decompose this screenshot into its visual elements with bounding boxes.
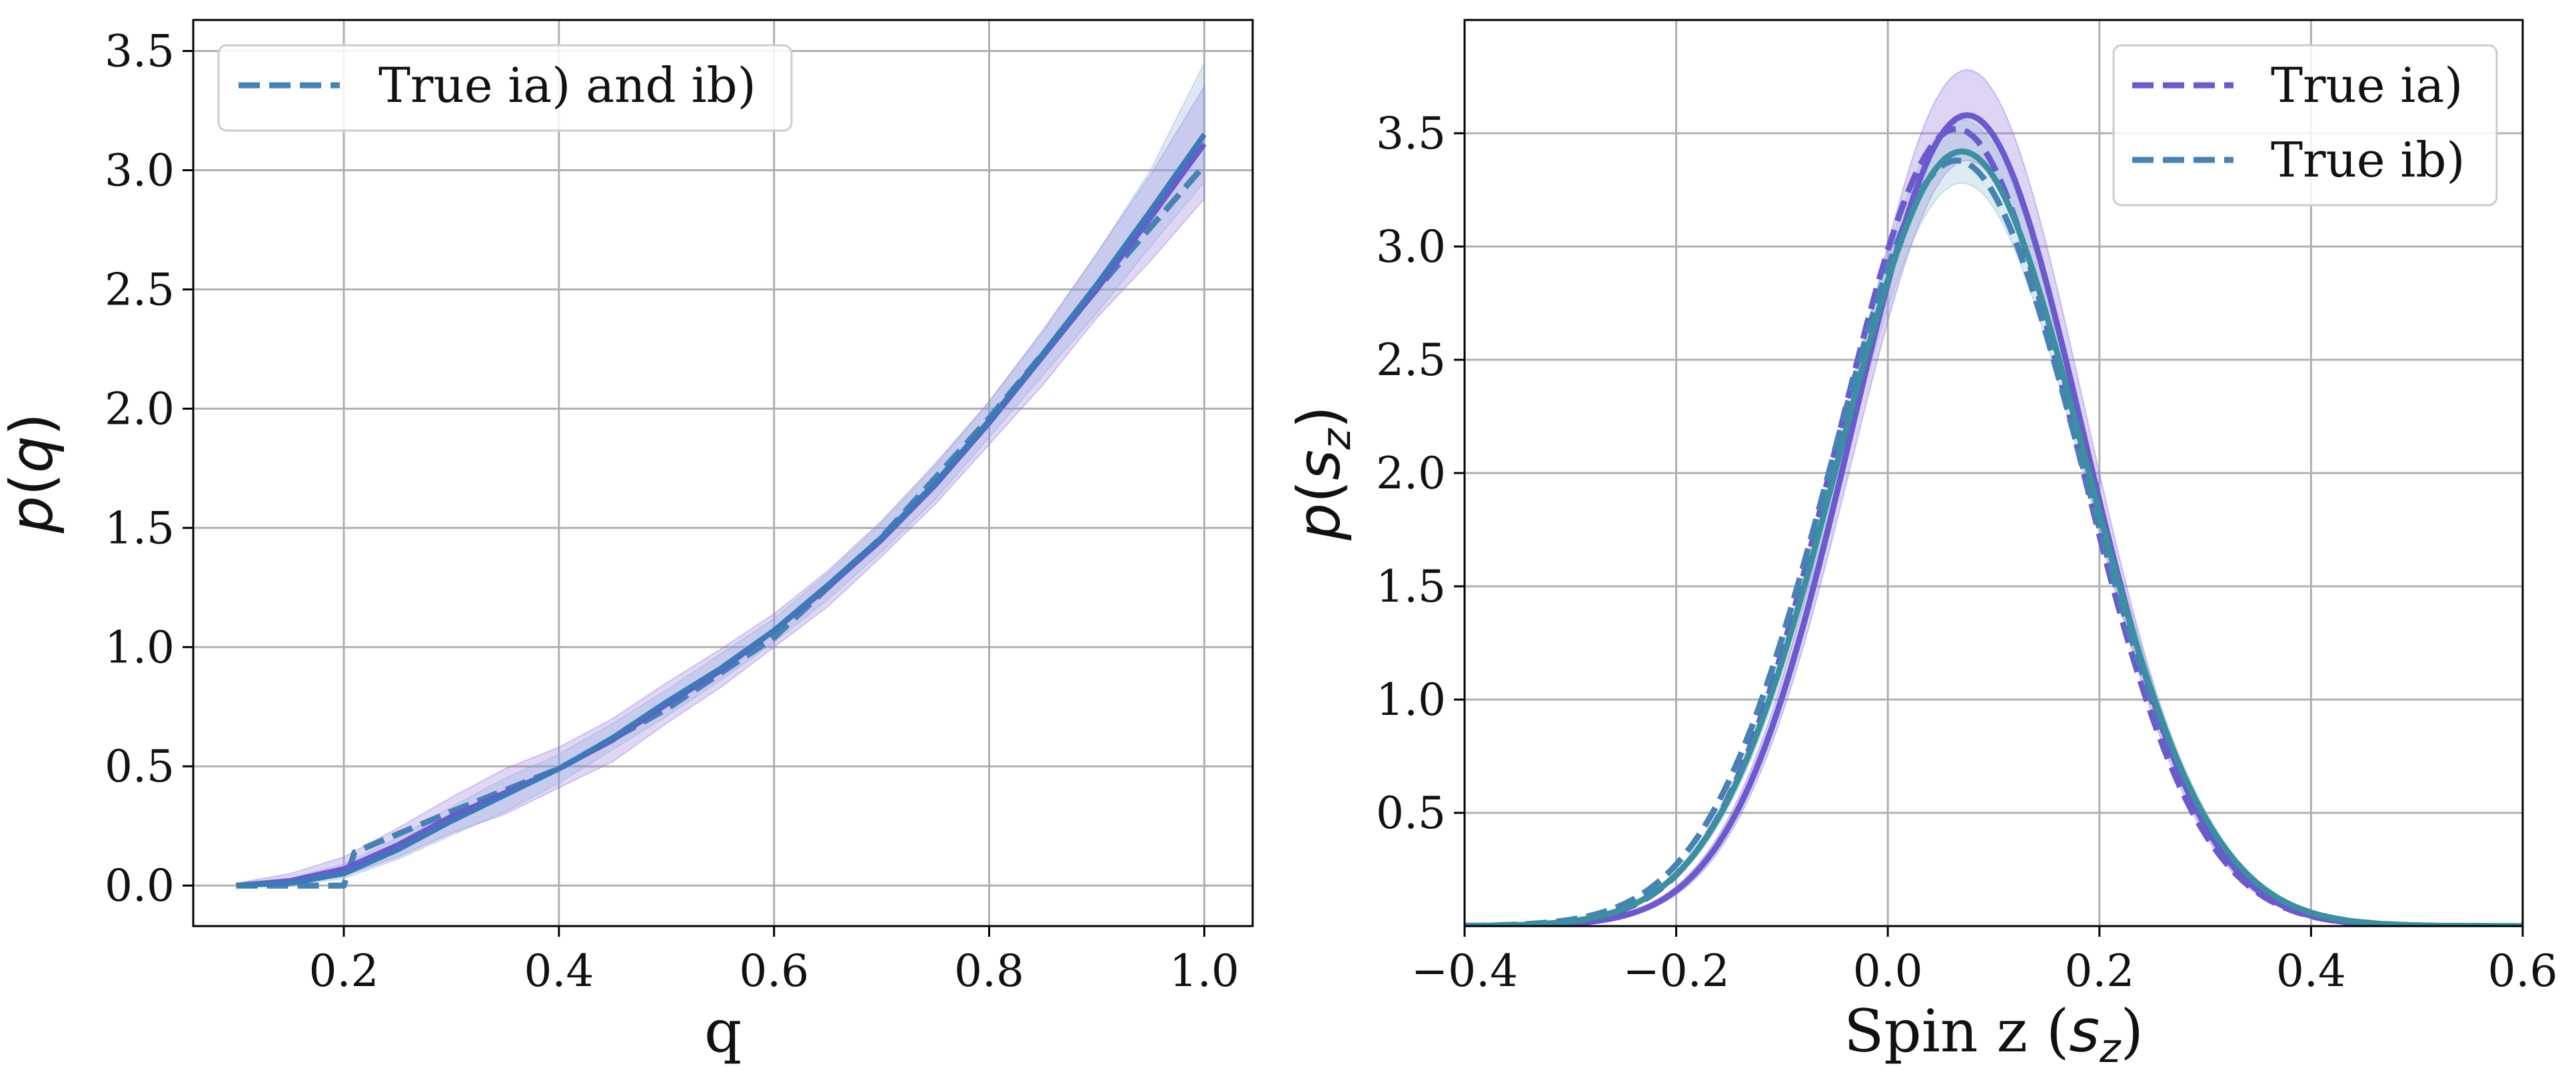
right-ytick-label: 3.5	[1376, 108, 1446, 159]
right-true-line	[1465, 125, 2523, 926]
right-xtick-label: 0.4	[2276, 945, 2346, 997]
left-xtick-label: 1.0	[1169, 945, 1239, 997]
left-ytick-label: 3.5	[105, 26, 175, 77]
left-xtick-label: 0.6	[739, 945, 809, 997]
right-recovered-line	[1465, 148, 2523, 926]
right-xlabel: Spin z (sz)	[1844, 997, 2144, 1072]
right-xtick-label: 0.0	[1853, 945, 1923, 997]
left-xtick-label: 0.8	[954, 945, 1024, 997]
left-bands	[235, 62, 1205, 887]
right-ytick-label: 0.5	[1376, 788, 1446, 839]
left-ytick-label: 2.0	[105, 383, 175, 434]
left-chart: 0.2 0.4 0.6 0.8 1.00.00.51.01.52.02.53.03.5 …	[0, 19, 1254, 1065]
right-ytick-label: 3.0	[1376, 221, 1446, 272]
right-legend-label-ia: True ia)	[2271, 57, 2463, 113]
right-true-line	[1465, 157, 2523, 926]
left-ytick-label: 2.5	[105, 264, 175, 315]
left-ylabel: p(q)	[0, 413, 66, 534]
right-xtick-label: −0.2	[1622, 945, 1729, 997]
right-legend: True ia) True ib)	[2112, 44, 2498, 207]
left-xlabel: q	[704, 997, 742, 1065]
right-credible-band	[1465, 119, 2523, 926]
left-ticks: 0.2 0.4 0.6 0.8 1.0 0.0 0.5 1.0 1.5 2.0 2.5 3.0 3.5	[105, 26, 1239, 997]
right-recovered-line	[1465, 112, 2523, 926]
right-ylabel: p(sz)	[1285, 406, 1360, 541]
left-lines	[236, 133, 1207, 889]
left-credible-band	[235, 62, 1205, 887]
left-xtick-label: 0.2	[309, 945, 379, 997]
left-recovered-line	[236, 142, 1207, 889]
right-ytick-label: 2.5	[1376, 334, 1446, 386]
left-legend-box	[217, 44, 793, 132]
left-ytick-label: 0.5	[105, 741, 175, 792]
left-ytick-label: 1.5	[105, 502, 175, 554]
left-true-line	[236, 163, 1207, 889]
left-ytick-label: 3.0	[105, 145, 175, 196]
left-ytick-label: 1.0	[105, 622, 175, 673]
left-ytick-label: 0.0	[105, 860, 175, 911]
right-ticks: −0.4 −0.2 0.0 0.2 0.4 0.6 0.5 1.0 1.5 2.0 2.5 3.0 3.…	[1376, 108, 2557, 997]
left-grid	[193, 20, 1253, 926]
right-legend-label-ib: True ib)	[2271, 132, 2465, 188]
right-xtick-label: −0.4	[1411, 945, 1518, 997]
right-xtick-label: 0.6	[2488, 945, 2558, 997]
right-chart: −0.4 −0.2 0.0 0.2 0.4 0.6 0.5 1.0 1.5 2.0 2.5 3.0 3.…	[1285, 19, 2557, 1072]
left-legend-label: True ia) and ib)	[378, 57, 756, 113]
left-axes-frame	[192, 19, 1254, 927]
left-credible-band	[235, 84, 1205, 887]
left-legend: True ia) and ib)	[217, 44, 793, 132]
right-ytick-label: 1.5	[1376, 561, 1446, 612]
right-lines	[1465, 112, 2523, 926]
right-ytick-label: 2.0	[1376, 448, 1446, 499]
left-recovered-line	[236, 133, 1207, 889]
right-ytick-label: 1.0	[1376, 674, 1446, 726]
right-xtick-label: 0.2	[2064, 945, 2134, 997]
left-xtick-label: 0.4	[524, 945, 594, 997]
